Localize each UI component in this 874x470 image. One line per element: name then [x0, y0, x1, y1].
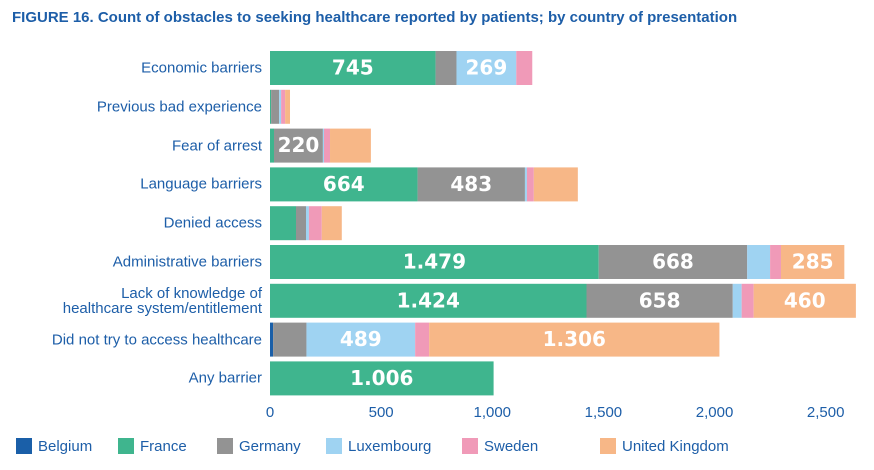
bar-segment: [270, 206, 297, 241]
chart-title: FIGURE 16. Count of obstacles to seeking…: [12, 9, 737, 26]
bar-segment: [324, 128, 331, 163]
bar-segment: [322, 128, 325, 163]
x-tick-label: 2,000: [696, 404, 734, 421]
bar-segment: [296, 206, 307, 241]
legend-label: Luxembourg: [348, 438, 431, 455]
bar-segment: [270, 167, 418, 202]
legend-label: Belgium: [38, 438, 92, 455]
category-label: Administrative barriers: [112, 253, 262, 271]
bar-segment: [429, 322, 720, 357]
category-label: Economic barriers: [141, 59, 262, 77]
bar-segment: [417, 167, 525, 202]
bar-segment: [270, 322, 274, 357]
bar-segment: [281, 89, 286, 124]
bar-segment: [270, 361, 494, 396]
value-label: 1.006: [350, 366, 413, 390]
legend-swatch: [16, 438, 32, 454]
category-label: Lack of knowledge of healthcare system/e…: [62, 284, 262, 317]
bar-segment: [741, 283, 754, 318]
category-label: Any barrier: [188, 369, 262, 387]
x-tick-label: 2,500: [807, 404, 845, 421]
bar-segment: [270, 89, 272, 124]
legend-swatch: [600, 438, 616, 454]
bar-segment: [270, 283, 587, 318]
legend-label: United Kingdom: [622, 438, 729, 455]
bar-segment: [524, 167, 527, 202]
legend-swatch: [118, 438, 134, 454]
category-label: Fear of arrest: [171, 137, 262, 155]
bar-segment: [270, 51, 436, 85]
value-label: 269: [465, 56, 507, 80]
bar-segment: [456, 51, 517, 85]
bar-segment: [415, 322, 430, 357]
bar-segment: [270, 128, 275, 163]
bar-segment: [516, 51, 533, 85]
value-label: 658: [639, 288, 681, 312]
value-label: 1.306: [543, 327, 606, 351]
x-tick-label: 500: [369, 404, 394, 421]
bar-segment: [747, 245, 771, 279]
legend-swatch: [217, 438, 233, 454]
x-tick-label: 1,000: [473, 404, 511, 421]
x-tick-label: 1,500: [585, 404, 623, 421]
bar-segment: [270, 245, 599, 279]
bar-segment: [598, 245, 748, 279]
legend-label: Germany: [239, 438, 301, 455]
category-label: Denied access: [163, 214, 262, 232]
value-label: 664: [323, 172, 365, 196]
value-label: 489: [340, 327, 382, 351]
legend-label: France: [140, 438, 187, 455]
bar-segment: [306, 206, 309, 241]
bar-segment: [753, 283, 856, 318]
bar-segment: [308, 206, 322, 241]
legend-swatch: [462, 438, 478, 454]
bar-segment: [321, 206, 342, 241]
value-label: 1.424: [397, 288, 460, 312]
value-label: 220: [278, 133, 320, 157]
bar-segment: [732, 283, 742, 318]
x-tick-label: 0: [266, 404, 274, 421]
value-label: 1.479: [403, 250, 466, 274]
bar-segment: [533, 167, 578, 202]
bar-segment: [306, 322, 416, 357]
value-label: 483: [450, 172, 492, 196]
value-label: 285: [792, 250, 834, 274]
bar-segment: [770, 245, 781, 279]
legend-swatch: [326, 438, 342, 454]
value-label: 460: [784, 288, 826, 312]
category-label: Did not try to access healthcare: [51, 331, 262, 349]
category-label: Language barriers: [140, 175, 262, 193]
bar-segment: [435, 51, 457, 85]
bar-segment: [330, 128, 371, 163]
bar-segment: [526, 167, 534, 202]
legend-label: Sweden: [484, 438, 538, 455]
value-label: 668: [652, 250, 694, 274]
value-label: 745: [332, 56, 374, 80]
bar-segment: [285, 89, 291, 124]
bar-segment: [273, 322, 307, 357]
bar-segment: [780, 245, 845, 279]
bar-segment: [271, 89, 280, 124]
category-label: Previous bad experience: [96, 98, 262, 116]
bar-segment: [274, 128, 323, 163]
bar-segment: [586, 283, 733, 318]
bar-segment: [279, 89, 282, 124]
